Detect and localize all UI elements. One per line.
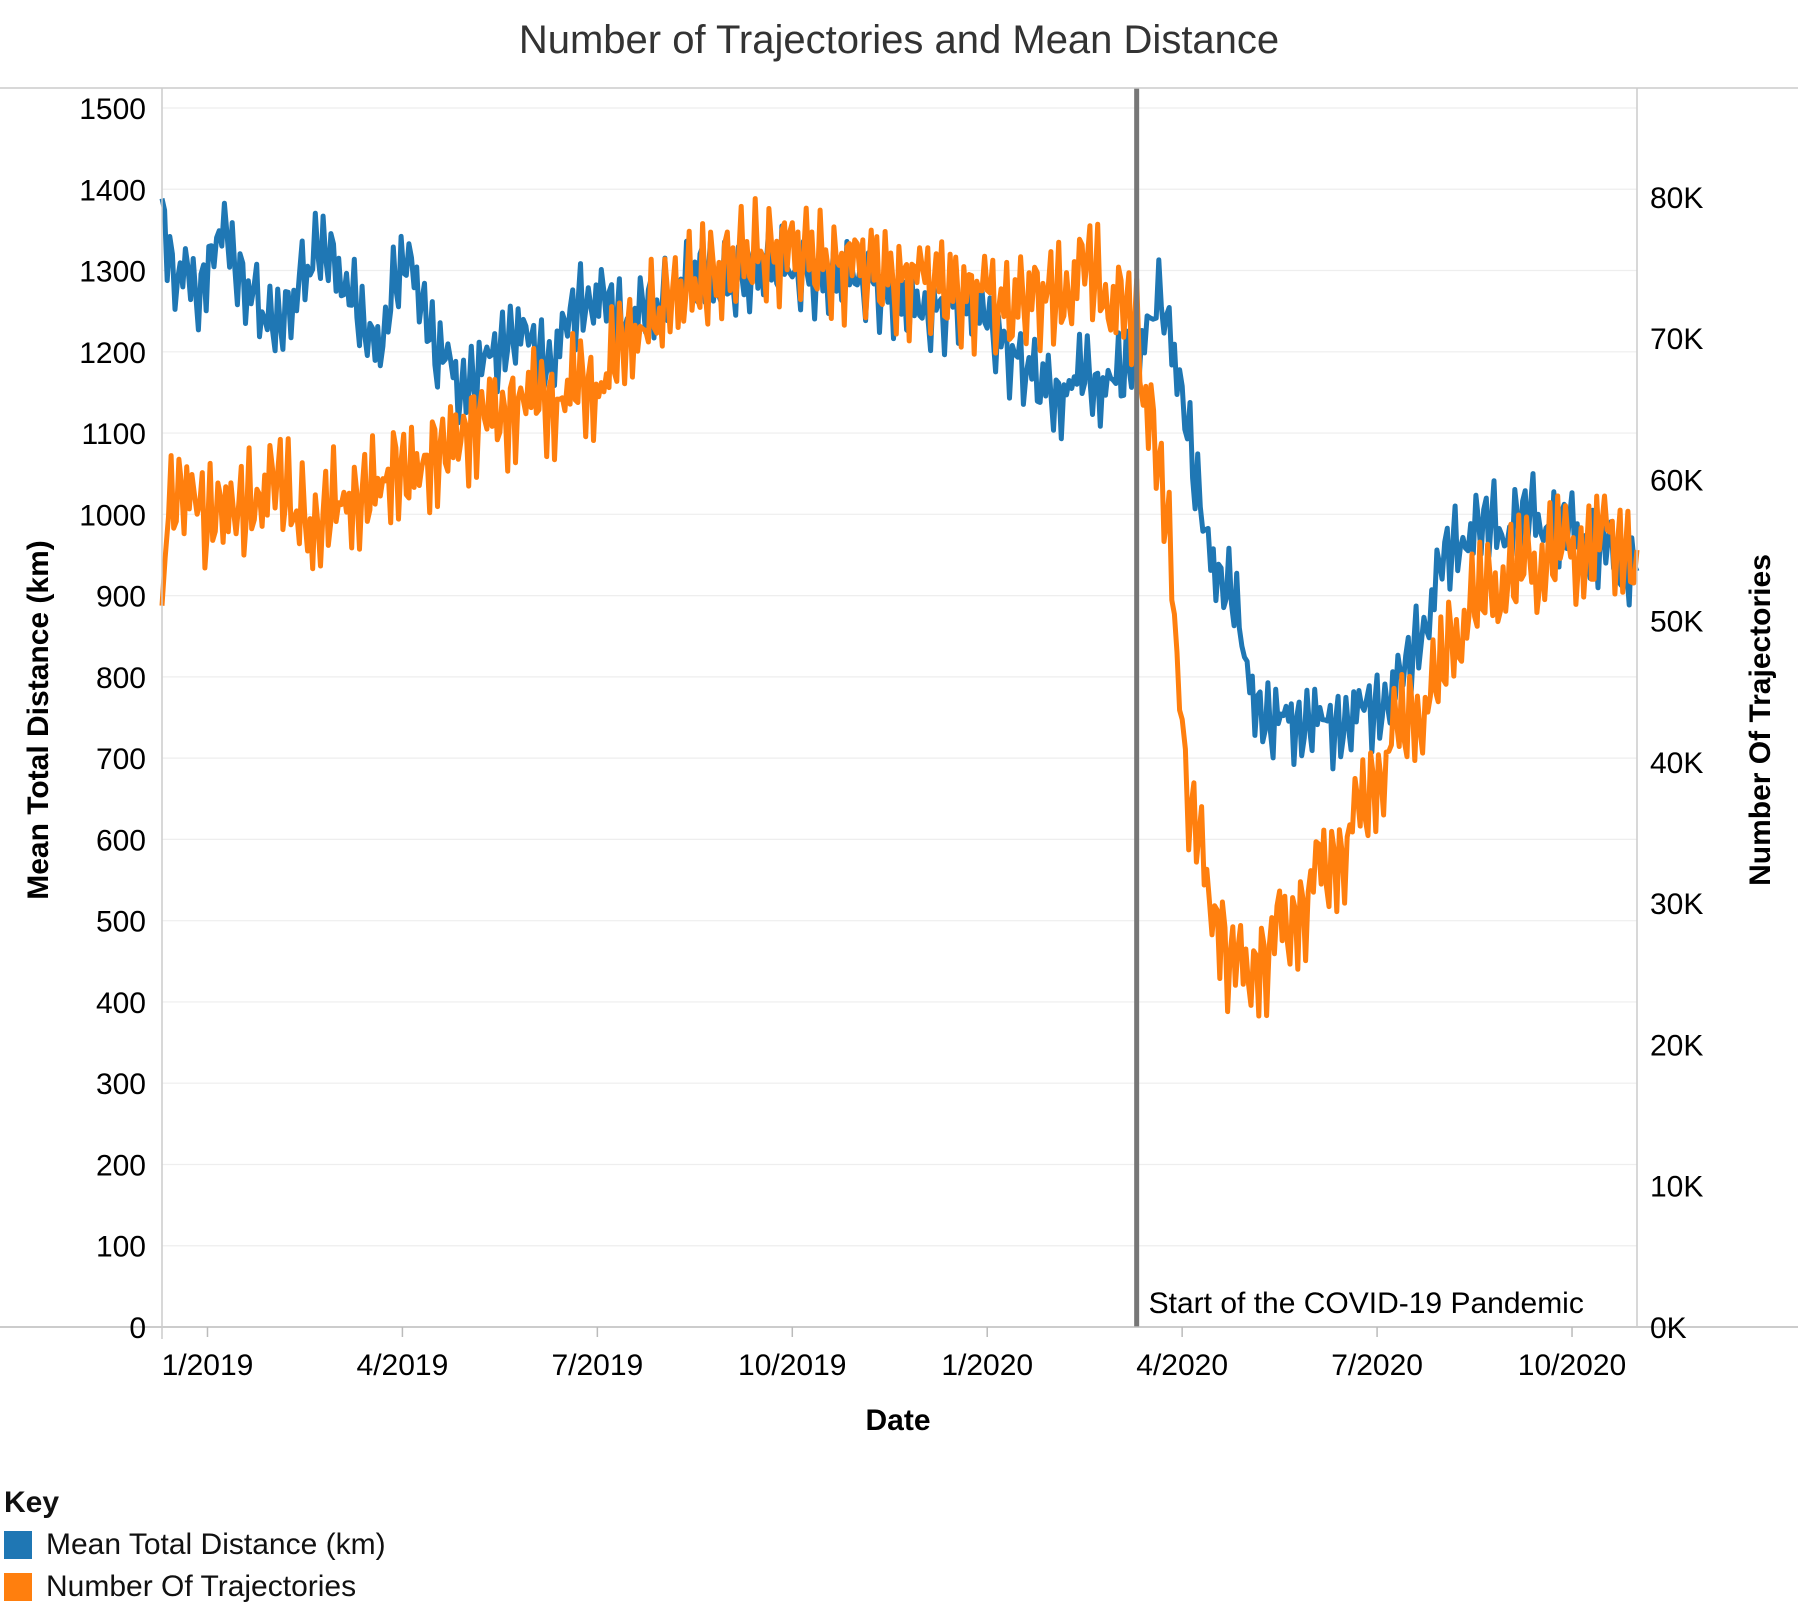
x-axis-ticks: 1/2019 4/2019 7/2019 10/2019 1/2020 4/2020 7/2… (162, 1327, 1626, 1382)
legend-label-trajectories: Number Of Trajectories (46, 1570, 357, 1603)
left-tick-label: 600 (96, 824, 146, 857)
left-tick-label: 1500 (79, 93, 146, 126)
x-tick-label: 7/2020 (1331, 1349, 1423, 1382)
x-tick-label: 1/2019 (162, 1349, 254, 1382)
right-axis-label: Number Of Trajectories (1744, 554, 1777, 886)
left-axis-label: Mean Total Distance (km) (22, 540, 55, 900)
left-tick-label: 400 (96, 987, 146, 1020)
legend: Key Mean Total Distance (km) Number Of T… (4, 1486, 386, 1612)
x-tick-label: 10/2020 (1518, 1349, 1626, 1382)
left-tick-label: 1100 (81, 418, 146, 451)
x-tick-label: 10/2019 (738, 1349, 846, 1382)
x-tick-label: 4/2020 (1136, 1349, 1228, 1382)
legend-label-distance: Mean Total Distance (km) (46, 1528, 386, 1561)
pandemic-start-label: Start of the COVID-19 Pandemic (1149, 1287, 1584, 1320)
x-tick-label: 4/2019 (357, 1349, 449, 1382)
legend-item-distance: Mean Total Distance (km) (4, 1528, 386, 1562)
left-tick-label: 200 (96, 1149, 146, 1182)
x-axis-label: Date (865, 1404, 930, 1437)
left-tick-label: 700 (96, 743, 146, 776)
right-axis-ticks: 0K 10K 20K 30K 40K 50K 60K 70K 80K (1650, 182, 1703, 1345)
left-tick-label: 0 (129, 1312, 146, 1345)
left-tick-label: 1400 (79, 174, 146, 207)
left-tick-label: 800 (96, 662, 146, 695)
legend-swatch-distance (4, 1531, 32, 1559)
annotation-layer: Start of the COVID-19 Pandemic (1134, 88, 1584, 1327)
left-tick-label: 300 (96, 1068, 146, 1101)
legend-swatch-trajectories (4, 1573, 32, 1601)
x-tick-label: 7/2019 (551, 1349, 643, 1382)
left-tick-label: 1000 (79, 499, 146, 532)
left-tick-label: 100 (96, 1231, 146, 1264)
left-axis-ticks: 0 100 200 300 400 500 600 700 800 900 1000 1100 1200… (79, 93, 146, 1345)
left-tick-label: 900 (96, 581, 146, 614)
left-tick-label: 500 (96, 906, 146, 939)
series-layer (159, 196, 1640, 1019)
right-tick-label: 70K (1650, 323, 1703, 356)
legend-title: Key (4, 1486, 60, 1519)
right-tick-label: 0K (1650, 1312, 1687, 1345)
legend-item-trajectories: Number Of Trajectories (4, 1570, 386, 1604)
series-line-number-of-trajectories (159, 196, 1640, 1019)
gridlines (162, 107, 1637, 1247)
left-tick-label: 1200 (79, 337, 146, 370)
x-tick-label: 1/2020 (941, 1349, 1033, 1382)
right-tick-label: 80K (1650, 182, 1703, 215)
right-tick-label: 10K (1650, 1171, 1703, 1204)
right-tick-label: 30K (1650, 888, 1703, 921)
right-tick-label: 60K (1650, 464, 1703, 497)
right-tick-label: 20K (1650, 1029, 1703, 1062)
right-tick-label: 50K (1650, 606, 1703, 639)
axes (0, 87, 1798, 1339)
right-tick-label: 40K (1650, 747, 1703, 780)
left-tick-label: 1300 (79, 256, 146, 289)
chart-title: Number of Trajectories and Mean Distance (518, 18, 1280, 62)
